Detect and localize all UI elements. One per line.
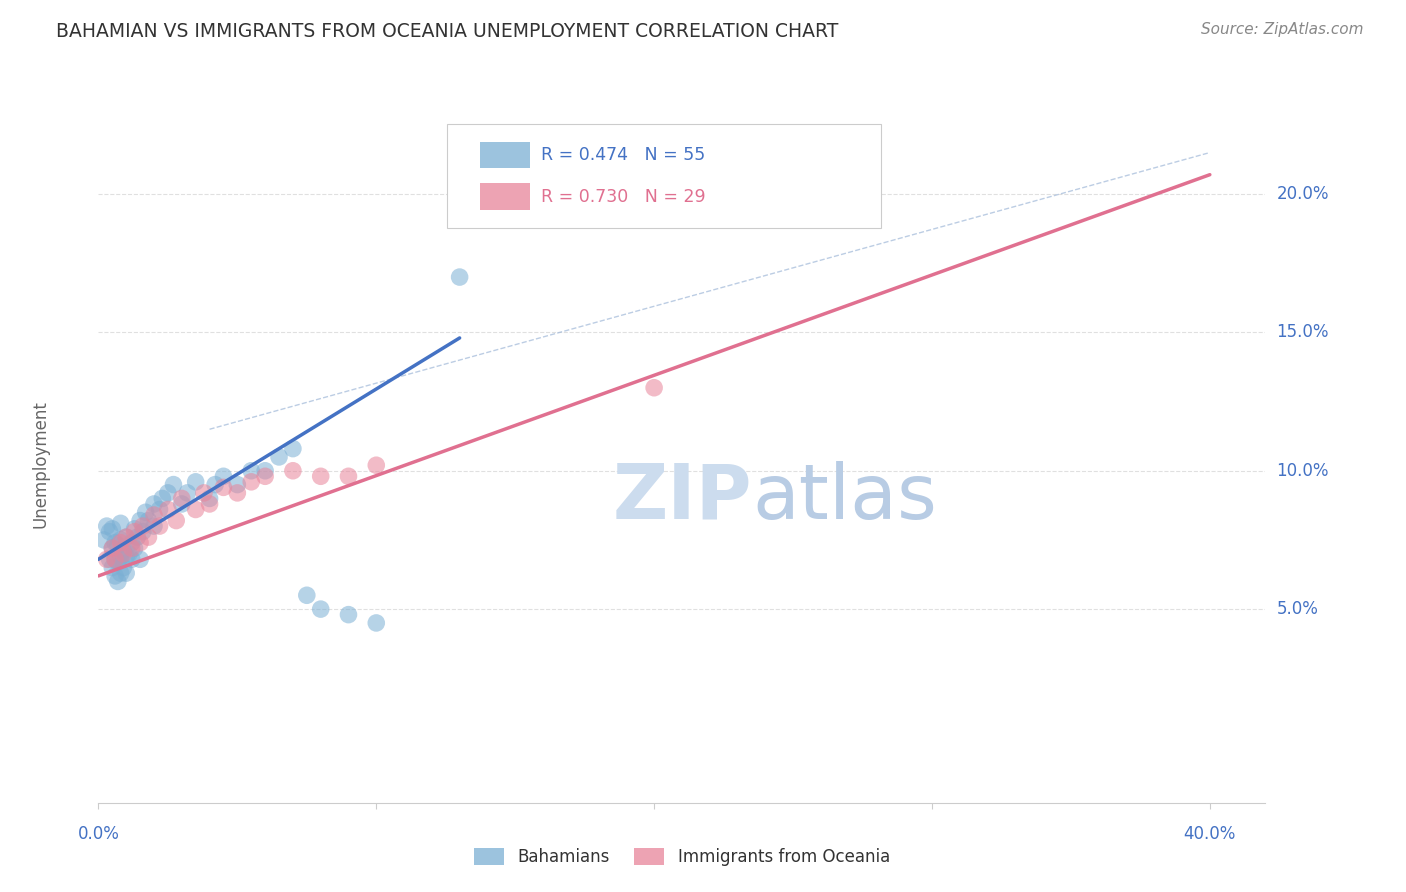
Point (107, 555, 129, 569)
Point (449, 270, 471, 285)
Point (170, 497, 193, 511)
Point (143, 497, 166, 511)
Point (129, 552, 152, 566)
Point (193, 486, 215, 500)
Point (101, 522, 124, 536)
Point (337, 607, 360, 622)
Point (768, 187, 790, 202)
Point (93, 533, 115, 547)
Text: atlas: atlas (752, 461, 936, 534)
Point (110, 535, 132, 549)
Point (148, 519, 170, 533)
Point (138, 530, 160, 544)
Point (104, 569, 127, 583)
Point (295, 588, 318, 602)
Point (198, 491, 221, 506)
Point (267, 450, 290, 464)
Text: ZIP: ZIP (613, 461, 752, 534)
Point (254, 464, 277, 478)
Point (98, 524, 121, 539)
Text: 5.0%: 5.0% (1277, 600, 1319, 618)
Point (281, 442, 304, 456)
Point (309, 602, 332, 616)
Point (162, 477, 184, 491)
Point (118, 547, 141, 561)
Point (115, 530, 138, 544)
Point (124, 541, 146, 556)
Point (226, 477, 249, 491)
Point (121, 535, 143, 549)
Point (132, 519, 155, 533)
Point (148, 502, 170, 516)
Text: R = 0.730   N = 29: R = 0.730 N = 29 (541, 187, 706, 205)
Point (366, 615, 388, 630)
Point (309, 469, 332, 483)
Point (176, 486, 198, 500)
Point (107, 539, 129, 553)
Point (107, 574, 129, 589)
Point (127, 530, 149, 544)
Point (124, 524, 146, 539)
Point (184, 475, 207, 489)
Text: Unemployment: Unemployment (31, 400, 49, 528)
Point (212, 469, 235, 483)
Text: 0.0%: 0.0% (77, 825, 120, 843)
Point (104, 535, 127, 549)
Point (254, 469, 277, 483)
Point (240, 475, 263, 489)
Point (156, 486, 179, 500)
Point (204, 477, 226, 491)
Point (112, 560, 135, 574)
Text: 15.0%: 15.0% (1277, 324, 1329, 342)
Text: 40.0%: 40.0% (1184, 825, 1236, 843)
Point (104, 552, 127, 566)
Point (184, 502, 207, 516)
Point (101, 541, 124, 556)
Point (112, 547, 135, 561)
Point (366, 458, 388, 473)
Point (281, 464, 304, 478)
Text: BAHAMIAN VS IMMIGRANTS FROM OCEANIA UNEMPLOYMENT CORRELATION CHART: BAHAMIAN VS IMMIGRANTS FROM OCEANIA UNEM… (56, 22, 838, 41)
Point (165, 514, 187, 528)
Point (337, 469, 360, 483)
Point (138, 514, 160, 528)
Point (115, 530, 138, 544)
Point (143, 508, 166, 522)
Legend: Bahamians, Immigrants from Oceania: Bahamians, Immigrants from Oceania (467, 841, 897, 872)
Point (101, 560, 124, 574)
Point (98, 552, 121, 566)
Point (170, 491, 193, 506)
Text: 20.0%: 20.0% (1277, 185, 1329, 203)
Point (104, 552, 127, 566)
Point (129, 535, 152, 549)
Point (96, 519, 118, 533)
Point (121, 541, 143, 556)
Point (121, 552, 143, 566)
Text: R = 0.474   N = 55: R = 0.474 N = 55 (541, 146, 706, 164)
Point (110, 549, 132, 564)
Point (115, 549, 138, 564)
Point (101, 541, 124, 556)
Point (212, 480, 235, 494)
Point (240, 464, 263, 478)
Point (115, 566, 138, 581)
Point (124, 522, 146, 536)
Point (226, 486, 249, 500)
Point (643, 381, 665, 395)
Point (96, 552, 118, 566)
Point (198, 497, 221, 511)
Point (150, 491, 173, 506)
Point (132, 524, 155, 539)
Point (110, 566, 132, 581)
Text: Source: ZipAtlas.com: Source: ZipAtlas.com (1201, 22, 1364, 37)
Point (110, 516, 132, 531)
Point (135, 505, 157, 519)
Point (156, 502, 179, 516)
Point (129, 514, 152, 528)
Point (110, 533, 132, 547)
Text: 10.0%: 10.0% (1277, 462, 1329, 480)
Point (112, 544, 135, 558)
Point (143, 519, 166, 533)
